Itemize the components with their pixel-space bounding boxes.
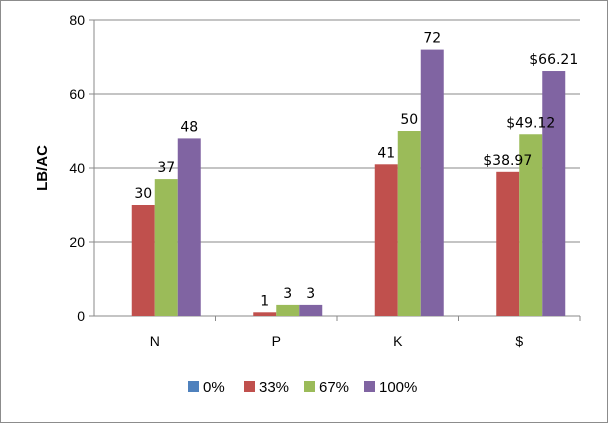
data-label: 3 [306,286,315,302]
data-label: 48 [180,119,198,135]
y-tick-label: 40 [69,160,85,176]
x-tick-label: K [393,333,403,349]
bar [397,131,421,316]
legend-item: 100% [364,379,417,396]
bar [131,205,155,316]
bar [420,49,444,316]
bar [154,179,178,316]
bar [542,71,566,316]
legend-swatch [304,381,315,392]
bar [276,304,300,316]
legend-label: 33% [259,379,289,396]
y-tick-label: 0 [77,308,85,324]
data-label: 37 [157,160,175,176]
data-label: 41 [377,145,395,161]
legend-item: 33% [244,379,289,396]
data-label: $49.12 [506,115,555,131]
x-tick-label: P [272,333,281,349]
y-tick-label: 80 [69,12,85,28]
legend: 0% 33% 67% 100% [188,379,417,396]
data-label: 72 [423,31,441,47]
legend-item: 0% [188,379,225,396]
data-label: 1 [260,293,269,309]
data-label: 3 [283,286,292,302]
bar [496,171,520,316]
y-tick-label: 20 [69,234,85,250]
legend-label: 0% [203,379,225,396]
data-label: 50 [400,112,418,128]
bar [177,138,201,316]
bars [131,49,566,316]
legend-swatch [188,381,199,392]
bar [519,134,543,316]
legend-item: 67% [304,379,349,396]
x-tick-label: N [150,333,160,349]
bar [253,312,277,316]
y-axis-label: LB/AC [34,145,51,191]
y-tick-labels: 0 20 40 60 80 [69,12,85,324]
legend-swatch [364,381,375,392]
data-label: $66.21 [529,52,578,68]
x-tick-labels: N P K $ [150,333,524,349]
legend-label: 100% [379,379,417,396]
legend-label: 67% [319,379,349,396]
y-tick-label: 60 [69,86,85,102]
data-label: $38.97 [483,153,532,169]
x-tick-label: $ [515,333,523,349]
legend-swatch [244,381,255,392]
bar [299,304,323,316]
data-label: 30 [134,186,152,202]
bar [374,164,398,316]
